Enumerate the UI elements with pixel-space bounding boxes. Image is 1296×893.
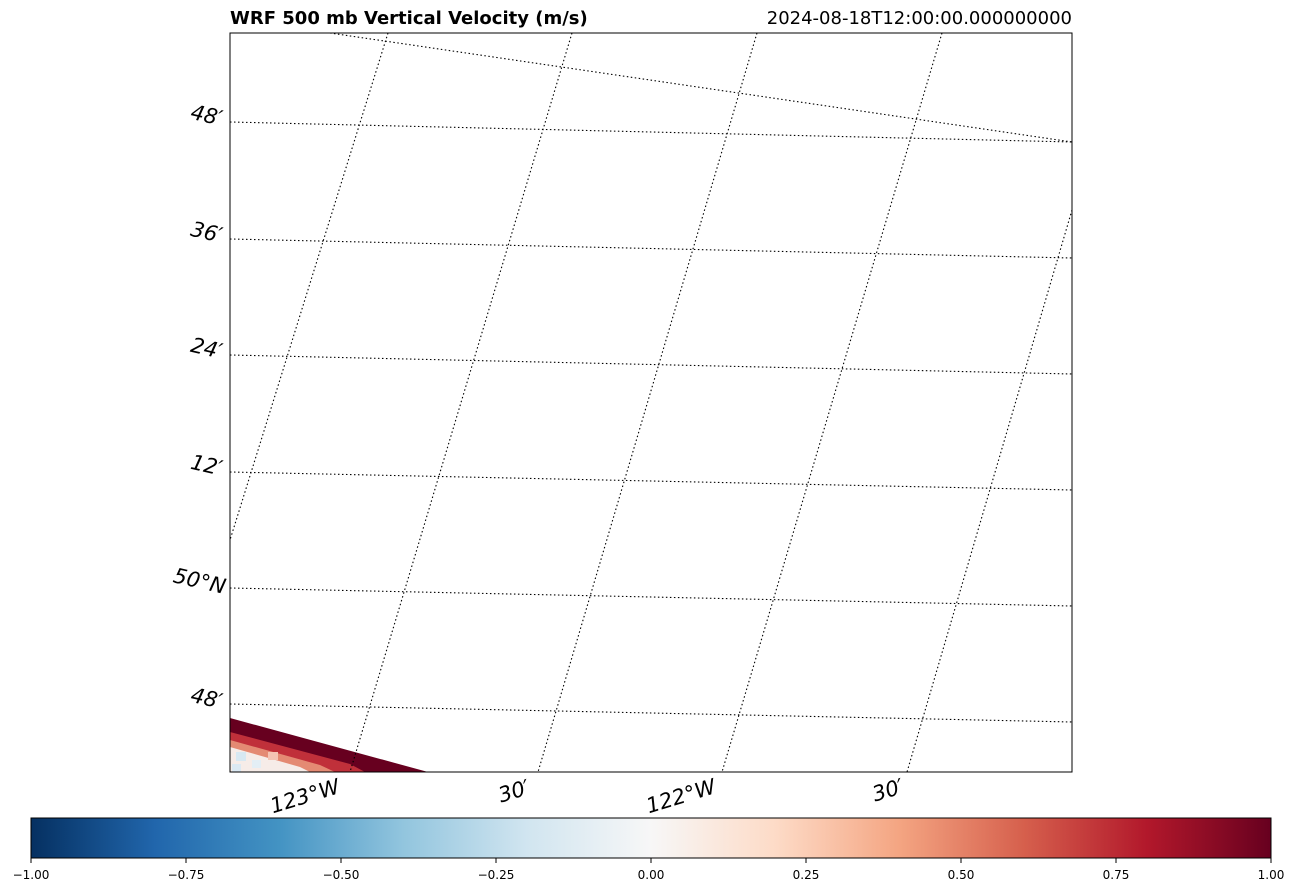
gridlines [230,33,1072,772]
colorbar-tick-label: 0.50 [948,868,975,882]
latitude-line [329,33,1072,143]
longitude-line [721,33,943,772]
latitude-labels: 48′ 50°N 12′ 24′ 36′ 48′ [171,100,228,714]
colorbar: −1.00 −0.75 −0.50 −0.25 0.00 0.25 0.50 0.75 1.00 [13,817,1285,882]
latitude-tick-label: 48′ [189,683,225,714]
colorbar-ticks: −1.00 −0.75 −0.50 −0.25 0.00 0.25 0.50 0.75 1.00 [13,858,1285,882]
chart-timestamp: 2024-08-18T12:00:00.000000000 [767,8,1072,29]
map-panel [229,32,1073,773]
longitude-tick-label: 123°W [267,774,343,818]
latitude-tick-label: 36′ [189,217,225,248]
velocity-field [230,718,428,772]
colorbar-tick-label: 1.00 [1258,868,1285,882]
latitude-tick-label: 48′ [189,100,225,131]
colorbar-tick-label: −0.50 [323,868,360,882]
latitude-line [230,703,1072,723]
longitude-line [906,209,1072,772]
longitude-tick-label: 30′ [869,774,906,806]
longitude-labels: 123°W 30′ 122°W 30′ [267,774,906,818]
field-cell-light-blue [236,752,246,761]
longitude-line [349,33,573,772]
field-cell-light-red [268,752,278,760]
field-cell-light-blue [252,760,261,768]
longitude-line [230,33,389,541]
longitude-tick-label: 30′ [495,775,532,807]
latitude-line [230,238,1072,259]
latitude-line [230,471,1072,491]
map-background [230,33,1072,772]
colorbar-tick-label: −0.75 [168,868,205,882]
latitude-line [230,587,1072,607]
latitude-tick-label: 24′ [189,333,225,364]
colorbar-tick-label: 0.25 [793,868,820,882]
map-border [229,32,1073,773]
latitude-line [230,121,1072,143]
colorbar-tick-label: 0.00 [638,868,665,882]
colorbar-tick-label: −0.25 [478,868,515,882]
colorbar-tick-label: −1.00 [13,868,50,882]
latitude-tick-label: 50°N [171,564,228,599]
colorbar-tick-label: 0.75 [1103,868,1130,882]
longitude-line [537,33,758,772]
chart-title: WRF 500 mb Vertical Velocity (m/s) [230,8,588,29]
colorbar-ramp [30,817,1272,859]
latitude-tick-label: 12′ [189,450,225,481]
latitude-line [230,354,1072,375]
field-cell-light-blue [232,764,241,772]
longitude-tick-label: 122°W [643,774,719,818]
